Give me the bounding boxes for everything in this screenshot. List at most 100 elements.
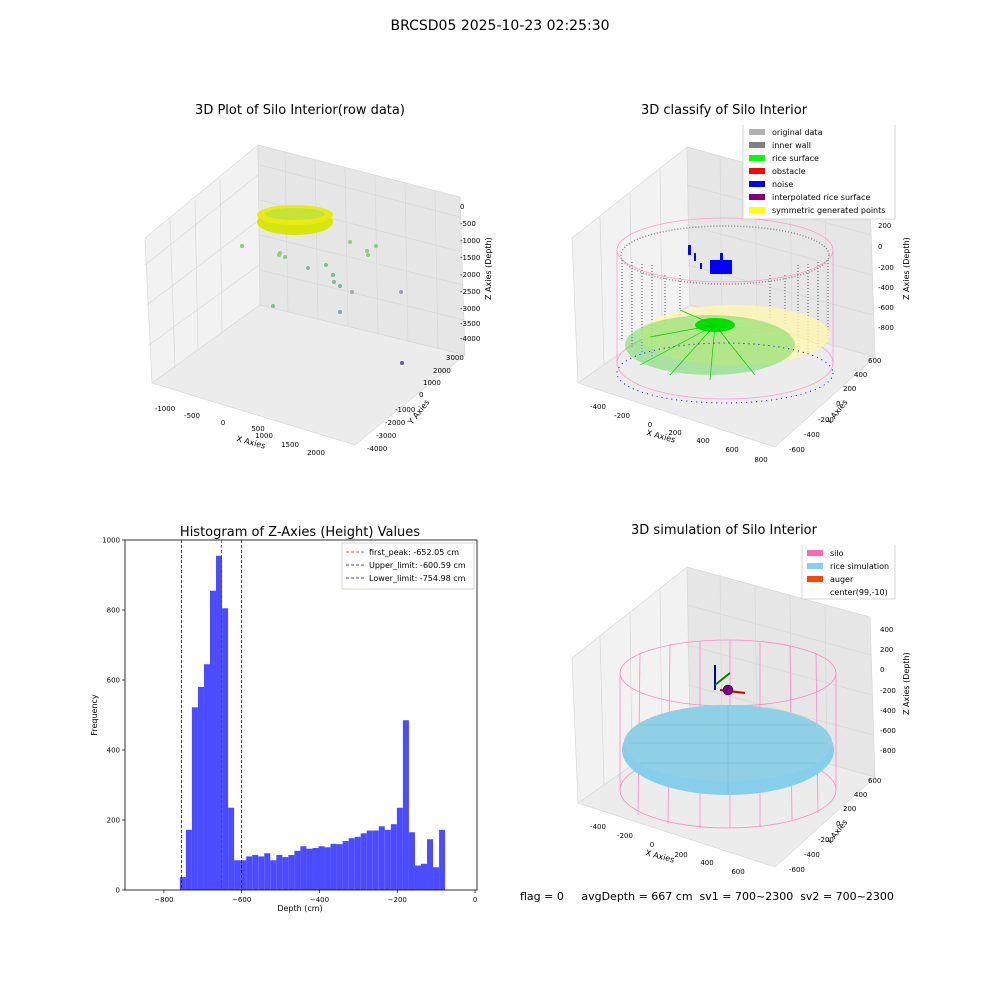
histogram-bar (372, 830, 379, 890)
histogram-xlabel: Depth (cm) (277, 904, 322, 913)
histogram-bar (318, 846, 325, 890)
histogram-bar (228, 807, 235, 890)
rice-and-sym-points (625, 305, 830, 381)
raw-xtick: 500 (251, 425, 264, 433)
histogram-bar (306, 848, 313, 890)
classify-plot-title: 3D classify of Silo Interior (640, 103, 808, 118)
legend-swatch-rice-sim (807, 563, 823, 569)
legend-swatch-noise (749, 181, 765, 187)
histogram-bar (414, 865, 421, 890)
histogram-bar (294, 850, 301, 890)
histogram-bar (216, 555, 223, 890)
raw-xtick: 0 (221, 419, 225, 427)
classify-zlabel: Z Axies (Depth) (902, 237, 911, 300)
legend-first-peak: first_peak: -652.05 cm (369, 548, 459, 557)
raw-ztick: -2000 (460, 271, 480, 279)
rice-simulation-surface (622, 705, 834, 795)
classify-3d-plot: original data inner wall rice surface ob… (571, 125, 911, 464)
histogram-bar (234, 860, 241, 890)
histogram-bar (209, 590, 217, 890)
classify-xtick: 0 (648, 421, 652, 429)
legend-swatch-obstacle (749, 168, 765, 174)
classify-ztick: 200 (878, 222, 891, 230)
classify-xtick: 200 (668, 429, 681, 437)
classify-xtick: -400 (590, 403, 606, 411)
histogram-bar (282, 857, 289, 890)
histogram-bar (390, 824, 397, 890)
raw-pane (144, 144, 466, 446)
classify-ztick: -200 (878, 264, 894, 272)
legend-label: original data (772, 128, 823, 137)
raw-ztick: -1000 (460, 237, 480, 245)
legend-label: auger (830, 575, 854, 584)
legend-label: noise (772, 180, 793, 189)
sim-ztick: 200 (880, 646, 893, 654)
sim-xtick: 200 (674, 851, 687, 859)
y-tick-label: 800 (107, 607, 120, 615)
histogram-bar (324, 847, 331, 890)
sim-xtick: 0 (650, 841, 654, 849)
classify-xtick: 600 (725, 446, 738, 454)
legend-label: inner wall (772, 141, 811, 150)
auger-axes (714, 665, 746, 696)
histogram-bar (420, 863, 428, 890)
raw-ytick: 3000 (446, 354, 464, 362)
raw-xtick: -500 (184, 412, 200, 420)
classify-ytick: -600 (789, 446, 805, 454)
histogram-bar (276, 855, 283, 890)
raw-ztick: -2500 (460, 288, 480, 296)
histogram-bar (240, 860, 247, 890)
histogram-bar (348, 838, 355, 890)
y-tick-label: 600 (107, 677, 120, 685)
y-tick-label: 1000 (102, 537, 120, 545)
classify-xtick: 400 (696, 437, 709, 445)
raw-ytick: 0 (419, 391, 423, 399)
simulation-legend: silo rice simulation auger center(99,-10… (801, 545, 896, 600)
histogram-bar (300, 846, 307, 890)
sim-xtick: -200 (617, 832, 633, 840)
raw-ytick: 2000 (433, 367, 451, 375)
histogram-bar (270, 860, 277, 890)
histogram-bar (191, 707, 198, 890)
y-tick-label: 200 (107, 817, 120, 825)
noise-points (616, 245, 834, 404)
classify-ytick: -200 (818, 416, 834, 424)
simulation-3d-plot: silo rice simulation auger center(99,-10… (571, 545, 911, 876)
x-tick-label: −800 (154, 896, 173, 904)
legend-label: center(99,-10) (830, 588, 888, 597)
histogram-bar (222, 608, 229, 890)
raw-ztick: -4000 (460, 335, 480, 343)
legend-swatch-auger (807, 576, 823, 582)
sim-ztick: -600 (880, 727, 896, 735)
classify-xtick: -200 (614, 412, 630, 420)
histogram-bar (336, 844, 343, 890)
raw-ytick: -4000 (367, 445, 387, 453)
histogram-bar (360, 833, 367, 890)
histogram-ticks: −800 −600 −400 −200 0 0 200 400 600 800 1000 (102, 537, 477, 905)
raw-ytick: -1000 (395, 406, 415, 414)
raw-ztick: 0 (460, 203, 464, 211)
legend-label: interpolated rice surface (772, 193, 870, 202)
legend-lower-limit: Lower_limit: -754.98 cm (369, 574, 466, 583)
histogram-bar (402, 720, 409, 890)
histogram-bar (197, 687, 204, 890)
sim-xtick: -400 (590, 823, 606, 831)
histogram-bar (396, 807, 403, 890)
classify-ztick: -400 (878, 284, 894, 292)
raw-xtick: 1500 (281, 441, 299, 449)
histogram-bar (427, 839, 434, 890)
sim-xlabel: X Axies (644, 848, 675, 864)
histogram-title: Histogram of Z-Axies (Height) Values (180, 525, 420, 540)
figure-title: BRCSD05 2025-10-23 02:25:30 (390, 18, 610, 34)
raw-ztick: -500 (460, 220, 476, 228)
histogram-bar (252, 855, 259, 890)
raw-ytick: -3000 (376, 432, 396, 440)
sim-zlabel: Z Axies (Depth) (902, 652, 911, 715)
histogram-frame (124, 539, 478, 891)
classify-ytick: 0 (836, 400, 840, 408)
sim-ytick: 400 (854, 791, 867, 799)
classify-legend: original data inner wall rice surface ob… (742, 125, 896, 220)
legend-label: silo (830, 549, 844, 558)
histogram-legend: first_peak: -652.05 cm Upper_limit: -600… (341, 542, 475, 590)
sim-ztick: 400 (880, 626, 893, 634)
